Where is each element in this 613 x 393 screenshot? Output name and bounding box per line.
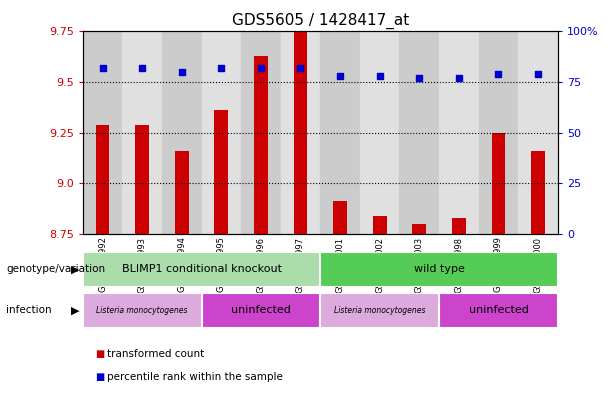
- Bar: [492, 133, 505, 234]
- Bar: [215, 110, 228, 234]
- Text: infection: infection: [6, 305, 51, 316]
- Bar: [175, 151, 189, 234]
- Text: percentile rank within the sample: percentile rank within the sample: [107, 372, 283, 382]
- Bar: [413, 224, 426, 234]
- Bar: [202, 31, 241, 234]
- Bar: [439, 31, 479, 234]
- Text: wild type: wild type: [414, 264, 465, 274]
- Point: [493, 71, 503, 77]
- Bar: [321, 31, 360, 234]
- Point: [454, 75, 464, 81]
- Point: [533, 71, 543, 77]
- Bar: [241, 31, 281, 234]
- Point: [414, 75, 424, 81]
- Bar: [162, 31, 202, 234]
- Bar: [333, 202, 347, 234]
- Text: ■: ■: [95, 372, 104, 382]
- Bar: [202, 293, 321, 328]
- Text: uninfected: uninfected: [468, 305, 528, 316]
- Bar: [321, 252, 558, 287]
- Text: BLIMP1 conditional knockout: BLIMP1 conditional knockout: [121, 264, 281, 274]
- Bar: [123, 31, 162, 234]
- Bar: [83, 252, 321, 287]
- Bar: [281, 31, 321, 234]
- Bar: [135, 125, 149, 234]
- Bar: [321, 293, 439, 328]
- Bar: [294, 31, 308, 234]
- Bar: [373, 216, 387, 234]
- Point: [216, 65, 226, 71]
- Point: [137, 65, 147, 71]
- Point: [375, 73, 384, 79]
- Bar: [360, 31, 400, 234]
- Text: Listeria monocytogenes: Listeria monocytogenes: [96, 306, 188, 315]
- Text: Listeria monocytogenes: Listeria monocytogenes: [334, 306, 425, 315]
- Point: [256, 65, 266, 71]
- Text: transformed count: transformed count: [107, 349, 205, 359]
- Point: [177, 69, 186, 75]
- Point: [295, 65, 305, 71]
- Bar: [531, 151, 545, 234]
- Bar: [439, 293, 558, 328]
- Bar: [518, 31, 558, 234]
- Bar: [83, 31, 123, 234]
- Text: ▶: ▶: [70, 305, 79, 316]
- Bar: [254, 56, 268, 234]
- Bar: [452, 218, 466, 234]
- Text: ■: ■: [95, 349, 104, 359]
- Text: genotype/variation: genotype/variation: [6, 264, 105, 274]
- Title: GDS5605 / 1428417_at: GDS5605 / 1428417_at: [232, 13, 409, 29]
- Point: [97, 65, 107, 71]
- Bar: [83, 293, 202, 328]
- Bar: [400, 31, 439, 234]
- Text: ▶: ▶: [70, 264, 79, 274]
- Bar: [479, 31, 518, 234]
- Bar: [96, 125, 110, 234]
- Point: [335, 73, 345, 79]
- Text: uninfected: uninfected: [231, 305, 291, 316]
